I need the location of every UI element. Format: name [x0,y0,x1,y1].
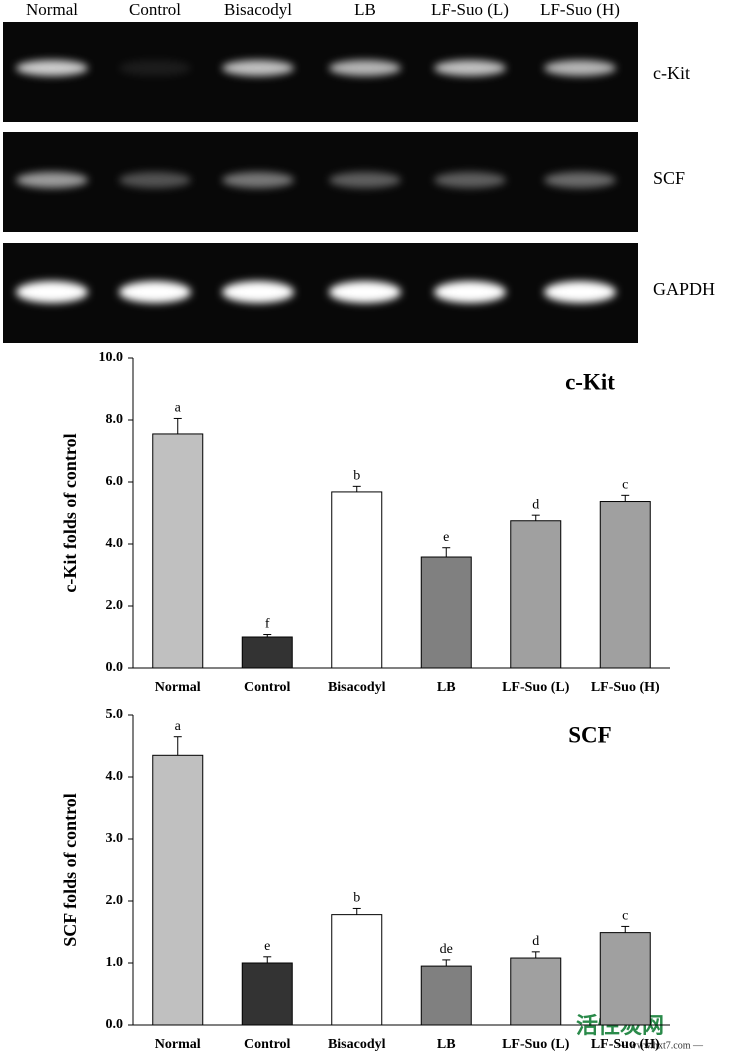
bar [599,501,651,669]
lane-label: Control [129,0,181,19]
bar [599,932,651,1026]
y-tick-label: 4.0 [106,769,124,784]
gel-band [119,60,191,76]
x-tick-label: LF-Suo (L) [502,1037,570,1052]
gel-band [544,281,616,303]
gel-band [222,172,294,188]
y-tick-label: 2.0 [106,598,124,613]
bar [331,491,383,669]
y-tick-label: 10.0 [99,350,124,365]
bar [420,556,472,669]
significance-label: a [175,719,182,734]
y-axis-label: SCF folds of control [60,793,80,947]
x-tick-label: LF-Suo (H) [591,680,660,695]
x-tick-label: LF-Suo (H) [591,1037,660,1052]
row-label: GAPDH [653,279,715,299]
x-tick-label: Bisacodyl [328,680,386,695]
y-tick-label: 3.0 [106,831,124,846]
bar [510,957,562,1026]
gel-band [434,60,506,76]
significance-label: b [353,469,360,484]
gel-band [16,281,88,303]
gel-panel [3,243,638,343]
gel-band [434,172,506,188]
significance-label: a [175,401,182,416]
gel-band [434,281,506,303]
bar [420,965,472,1026]
lane-label: LF-Suo (H) [540,0,620,19]
gel-band [329,60,401,76]
significance-label: de [440,942,453,957]
x-tick-label: LB [437,1037,456,1052]
significance-label: e [264,939,270,954]
watermark-url: — www.hxt7.com — [616,1040,704,1051]
gel-panel [3,132,638,232]
significance-label: c [622,909,628,924]
gel-band [544,60,616,76]
bar [241,636,293,669]
x-tick-label: Bisacodyl [328,1037,386,1052]
gel-band [119,172,191,188]
row-label: c-Kit [653,63,690,83]
bar [331,914,383,1026]
significance-label: d [532,497,539,512]
y-tick-label: 1.0 [106,955,124,970]
chart-title: c-Kit [565,369,615,394]
gel-band [119,281,191,303]
y-tick-label: 6.0 [106,474,124,489]
chart-title: SCF [568,722,611,747]
x-tick-label: Control [244,680,291,695]
significance-label: d [532,934,539,949]
row-label: SCF [653,168,685,188]
lane-label: LF-Suo (L) [431,0,509,19]
y-tick-label: 8.0 [106,412,124,427]
x-tick-label: Normal [155,1037,201,1052]
bar [510,520,562,669]
bar [152,433,204,669]
gel-band [16,172,88,188]
y-tick-label: 0.0 [106,1017,124,1032]
y-tick-label: 2.0 [106,893,124,908]
gel-band [329,172,401,188]
y-tick-label: 4.0 [106,536,124,551]
x-tick-label: Normal [155,680,201,695]
significance-label: e [443,530,449,545]
y-tick-label: 5.0 [106,707,124,722]
gel-band [544,172,616,188]
y-axis-label: c-Kit folds of control [60,433,80,592]
bar [241,962,293,1026]
gel-band [16,60,88,76]
gel-band [329,281,401,303]
gel-band [222,281,294,303]
bar [152,754,204,1026]
significance-label: f [265,617,270,632]
lane-label: Normal [26,0,78,19]
gel-band [222,60,294,76]
significance-label: c [622,478,628,493]
x-tick-label: Control [244,1037,291,1052]
lane-label: Bisacodyl [224,0,292,19]
y-tick-label: 0.0 [106,660,124,675]
lane-label: LB [354,0,376,19]
x-tick-label: LF-Suo (L) [502,680,570,695]
gel-panel [3,22,638,122]
x-tick-label: LB [437,680,456,695]
significance-label: b [353,891,360,906]
